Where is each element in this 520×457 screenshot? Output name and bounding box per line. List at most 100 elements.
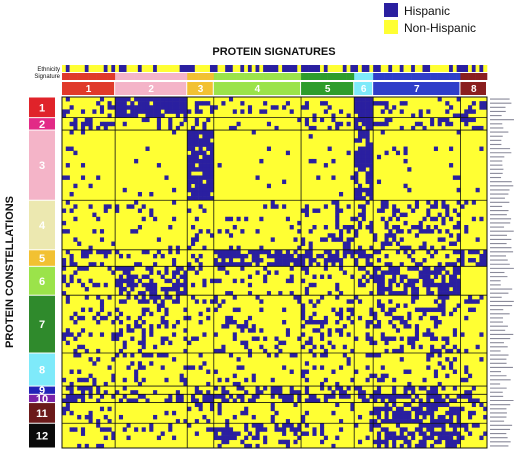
- heatmap-cell: [77, 377, 82, 383]
- heatmap-cell: [206, 369, 211, 374]
- heatmap-cell: [468, 295, 473, 300]
- heatmap-cell: [69, 105, 74, 110]
- heatmap-cell: [126, 278, 131, 284]
- heatmap-cell: [301, 414, 306, 420]
- heatmap-cell: [331, 390, 336, 395]
- heatmap-cell: [122, 340, 127, 346]
- heatmap-cell: [339, 237, 344, 242]
- ethnicity-track-cell: [445, 65, 450, 72]
- heatmap-cell: [418, 270, 423, 275]
- heatmap-cell: [452, 241, 457, 246]
- heatmap-cell: [228, 249, 234, 255]
- heatmap-cell: [445, 253, 450, 259]
- heatmap-cell: [437, 229, 442, 234]
- heatmap-cell: [164, 307, 169, 313]
- heatmap-cell: [88, 386, 93, 391]
- heatmap-cell: [187, 266, 192, 271]
- heatmap-cell: [384, 204, 389, 209]
- heatmap-cell: [437, 402, 442, 408]
- ethnicity-track-cell: [141, 65, 146, 72]
- heatmap-cell: [380, 101, 385, 106]
- heatmap-cell: [403, 286, 408, 292]
- heatmap-cell: [407, 439, 412, 445]
- heatmap-cell: [202, 361, 207, 366]
- heatmap-cell: [122, 97, 127, 102]
- heatmap-cell: [88, 245, 93, 251]
- heatmap-cell: [115, 353, 120, 358]
- heatmap-cell: [335, 237, 340, 242]
- heatmap-cell: [327, 258, 332, 263]
- heatmap-cell: [354, 171, 359, 176]
- heatmap-cell: [407, 204, 412, 209]
- heatmap-cell: [441, 291, 446, 296]
- heatmap-cell: [198, 101, 203, 106]
- signature-track-cell: [399, 73, 404, 80]
- heatmap-cell: [361, 109, 366, 114]
- heatmap-cell: [373, 373, 378, 379]
- heatmap-cell: [323, 262, 328, 267]
- heatmap-cell: [198, 146, 203, 151]
- heatmap-cell: [357, 394, 363, 399]
- signature-track-cell: [395, 73, 401, 80]
- heatmap-cell: [187, 163, 192, 168]
- heatmap-cell: [433, 406, 438, 412]
- heatmap-cell: [452, 262, 457, 267]
- heatmap-cell: [221, 344, 226, 350]
- heatmap-cell: [456, 249, 461, 255]
- heatmap-cell: [183, 113, 188, 118]
- heatmap-cell: [380, 303, 385, 308]
- heatmap-cell: [418, 402, 423, 408]
- heatmap-cell: [236, 386, 241, 391]
- heatmap-cell: [369, 150, 374, 156]
- heatmap-cell: [206, 419, 211, 424]
- heatmap-cell: [312, 125, 317, 131]
- heatmap-cell: [323, 101, 328, 106]
- heatmap-cell: [118, 311, 124, 317]
- heatmap-cell: [380, 332, 385, 337]
- heatmap-cell: [304, 369, 309, 374]
- heatmap-cell: [414, 225, 419, 230]
- heatmap-cell: [179, 373, 184, 379]
- heatmap-cell: [92, 361, 97, 366]
- heatmap-cell: [350, 311, 355, 317]
- heatmap-cell: [422, 266, 427, 271]
- heatmap-cell: [289, 274, 294, 279]
- heatmap-cell: [384, 439, 389, 445]
- heatmap-cell: [430, 216, 435, 222]
- signature-track-cell: [460, 73, 465, 80]
- heatmap-cell: [301, 278, 306, 284]
- ethnicity-track-cell: [304, 65, 309, 72]
- heatmap-cell: [384, 117, 389, 123]
- heatmap-cell: [369, 154, 374, 160]
- heatmap-cell: [175, 270, 180, 275]
- heatmap-cell: [441, 311, 446, 317]
- heatmap-cell: [134, 324, 139, 329]
- signature-track-cell: [65, 73, 70, 80]
- heatmap-cell: [460, 394, 465, 399]
- heatmap-cell: [422, 386, 427, 391]
- heatmap-cell: [327, 233, 332, 238]
- heatmap-cell: [141, 340, 146, 346]
- heatmap-cell: [449, 278, 454, 284]
- heatmap-cell: [168, 423, 173, 428]
- heatmap-cell: [225, 229, 230, 234]
- signature-track-cell: [80, 73, 86, 80]
- heatmap-cell: [384, 431, 389, 436]
- heatmap-cell: [62, 229, 67, 234]
- heatmap-cell: [365, 125, 370, 131]
- heatmap-cell: [297, 253, 302, 259]
- heatmap-cell: [126, 398, 131, 403]
- heatmap-cell: [297, 258, 302, 263]
- heatmap-cell: [433, 315, 438, 321]
- heatmap-cell: [122, 344, 127, 350]
- heatmap-cell: [357, 245, 363, 251]
- heatmap-cell: [278, 394, 283, 399]
- constellation-label-4: 4: [39, 220, 46, 232]
- ethnicity-track-cell: [247, 65, 253, 72]
- heatmap-cell: [198, 353, 203, 358]
- heatmap-cell: [369, 179, 374, 185]
- heatmap-cell: [183, 336, 188, 341]
- heatmap-cell: [263, 109, 268, 114]
- heatmap-cell: [414, 291, 419, 296]
- heatmap-cell: [392, 266, 397, 271]
